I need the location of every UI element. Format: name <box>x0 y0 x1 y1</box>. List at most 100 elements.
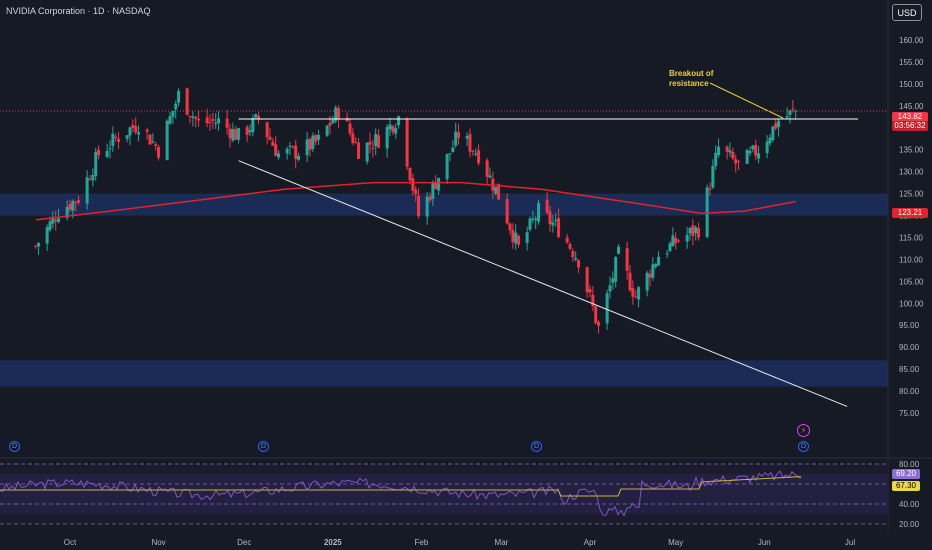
rsi-tick-label: 40.00 <box>899 500 920 509</box>
annotation-line-2: resistance <box>669 79 709 88</box>
last-price-badge: 143.82 <box>892 112 928 122</box>
x-tick-label: May <box>668 538 683 547</box>
rsi-ma-badge: 67.30 <box>892 481 920 491</box>
candle-body <box>154 144 158 147</box>
y-tick-label: 90.00 <box>899 343 920 352</box>
candle-body <box>654 264 658 267</box>
candle-body <box>431 182 435 199</box>
dividend-event-icon[interactable]: D <box>531 441 542 452</box>
x-tick-label: Jun <box>758 538 771 547</box>
candle-body <box>371 147 375 149</box>
candle-body <box>605 293 609 324</box>
rsi-tick-label: 80.00 <box>899 460 920 469</box>
dividend-event-icon[interactable]: D <box>798 441 809 452</box>
candle-body <box>611 278 615 283</box>
candle-body <box>91 174 95 181</box>
candle-body <box>537 202 541 222</box>
candle-body <box>677 240 681 242</box>
rsi-band <box>0 474 888 514</box>
candle-body <box>71 200 75 211</box>
candle-body <box>614 257 618 282</box>
candle-body <box>785 116 789 118</box>
candle-body <box>514 232 518 244</box>
x-tick-label: Jul <box>845 538 855 547</box>
candle-body <box>308 138 312 150</box>
candle-body <box>365 142 369 162</box>
candle-body <box>108 148 112 150</box>
candle-body <box>245 127 249 135</box>
candle-body <box>248 130 252 133</box>
candle-body <box>657 256 661 266</box>
candle-body <box>134 126 138 133</box>
candle-body <box>391 126 395 133</box>
candle-body <box>688 227 692 234</box>
y-tick-label: 95.00 <box>899 321 920 330</box>
candle-body <box>625 248 629 271</box>
candle-body <box>565 237 569 243</box>
dividend-event-icon[interactable]: D <box>258 441 269 452</box>
candle-body <box>257 115 261 120</box>
candle-body <box>617 246 621 254</box>
candle-body <box>494 186 498 194</box>
candle-body <box>357 142 361 159</box>
candle-body <box>97 149 101 156</box>
candle-body <box>414 189 418 195</box>
candle-body <box>174 103 178 110</box>
y-tick-label: 155.00 <box>899 58 924 67</box>
candle-body <box>408 167 412 181</box>
candle-body <box>585 267 589 293</box>
y-tick-label: 130.00 <box>899 168 924 177</box>
candle-body <box>757 153 761 159</box>
y-tick-label: 85.00 <box>899 365 920 374</box>
candle-body <box>85 177 89 204</box>
candle-body <box>45 227 49 244</box>
candle-body <box>557 218 561 238</box>
candle-body <box>597 322 601 326</box>
candle-body <box>197 118 201 121</box>
candle-body <box>274 144 278 156</box>
candle-body <box>474 153 478 155</box>
currency-button[interactable]: USD <box>892 4 922 21</box>
ma-value-badge: 123.21 <box>892 208 928 218</box>
x-tick-label: 2025 <box>324 538 342 547</box>
candle-body <box>328 122 332 126</box>
x-tick-label: Oct <box>64 538 77 547</box>
candle-body <box>691 225 695 236</box>
candle-body <box>734 159 738 164</box>
candle-body <box>737 160 741 162</box>
candle-body <box>168 116 172 124</box>
x-tick-label: Nov <box>151 538 165 547</box>
dividend-event-icon[interactable]: D <box>9 441 20 452</box>
candle-body <box>457 132 461 139</box>
candle-body <box>291 146 295 148</box>
y-tick-label: 160.00 <box>899 36 924 45</box>
x-tick-label: Dec <box>237 538 251 547</box>
y-tick-label: 105.00 <box>899 277 924 286</box>
candle-body <box>48 221 52 230</box>
candle-body <box>305 139 309 156</box>
candle-body <box>768 137 772 144</box>
candle-body <box>465 136 469 139</box>
candle-body <box>128 127 132 136</box>
rsi-ma-line <box>0 476 802 497</box>
candle-body <box>551 222 555 226</box>
candle-body <box>214 122 218 124</box>
moving-average-line <box>35 181 796 221</box>
y-tick-label: 115.00 <box>899 233 923 242</box>
candle-body <box>445 154 449 180</box>
candle-body <box>697 228 701 238</box>
y-tick-label: 150.00 <box>899 80 924 89</box>
candle-body <box>68 203 72 210</box>
breakout-annotation: Breakout of resistance <box>669 69 729 89</box>
candle-body <box>588 289 592 293</box>
candle-body <box>111 133 115 146</box>
lightning-icon[interactable]: ⚡ <box>797 424 810 437</box>
candle-body <box>88 179 92 181</box>
candle-body <box>334 107 338 121</box>
candle-body <box>368 141 372 145</box>
candle-body <box>711 166 715 188</box>
candle-body <box>345 117 349 122</box>
candle-body <box>477 150 481 164</box>
candle-body <box>231 129 235 141</box>
